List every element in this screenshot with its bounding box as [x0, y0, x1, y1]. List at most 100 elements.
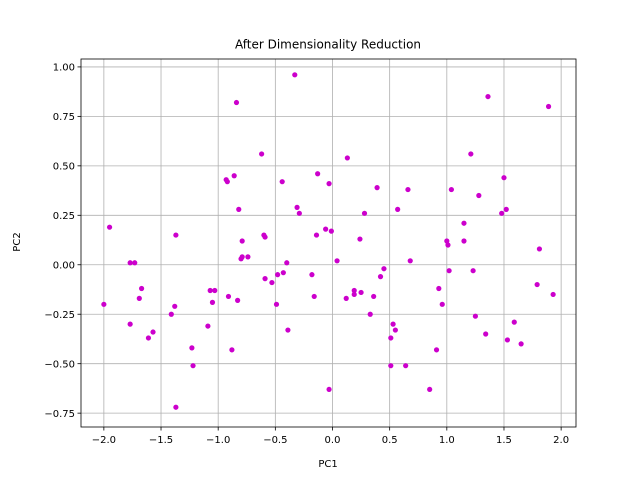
- scatter-point: [235, 297, 241, 303]
- scatter-point: [388, 335, 394, 341]
- scatter-point: [138, 285, 145, 292]
- scatter-point: [207, 287, 213, 294]
- scatter-point: [326, 181, 332, 187]
- scatter-point: [388, 363, 394, 369]
- scatter-point: [225, 293, 232, 300]
- data-points: [101, 72, 556, 410]
- scatter-point: [273, 301, 280, 307]
- y-tick-label: −0.25: [44, 310, 75, 321]
- scatter-point: [445, 242, 451, 248]
- scatter-point: [285, 327, 291, 333]
- scatter-point: [284, 260, 290, 266]
- scatter-point: [269, 279, 275, 286]
- scatter-point: [334, 258, 340, 264]
- scatter-point: [328, 228, 334, 234]
- scatter-point: [550, 291, 556, 298]
- scatter-point: [392, 327, 398, 333]
- scatter-point: [172, 303, 178, 309]
- scatter-point: [259, 151, 265, 157]
- scatter-point: [405, 186, 411, 193]
- scatter-point: [315, 171, 321, 177]
- x-tick-label: −2.0: [92, 435, 116, 446]
- x-tick-label: −0.5: [263, 435, 287, 446]
- scatter-point: [224, 179, 230, 185]
- y-tick-label: 0.50: [53, 161, 75, 172]
- scatter-point: [136, 295, 142, 301]
- scatter-point: [101, 301, 107, 307]
- scatter-point: [476, 192, 482, 199]
- scatter-point: [503, 206, 509, 212]
- scatter-point: [534, 281, 540, 288]
- scatter-point: [150, 329, 156, 335]
- x-tick-label: 1.0: [439, 435, 455, 446]
- scatter-point: [292, 72, 298, 78]
- scatter-point: [461, 238, 467, 244]
- scatter-point: [351, 291, 357, 298]
- y-tick-label: 0.25: [53, 211, 75, 222]
- chart-title: After Dimensionality Reduction: [235, 38, 421, 52]
- scatter-point: [468, 151, 474, 157]
- scatter-point: [236, 206, 242, 212]
- x-axis-ticks: −2.0 −1.5 −1.0 −0.5 0.0 0.5 1.0 1.5 2.0: [92, 427, 569, 446]
- scatter-point: [374, 185, 380, 191]
- scatter-point: [439, 301, 445, 307]
- y-axis-label: PC2: [12, 232, 23, 251]
- scatter-point: [518, 341, 524, 347]
- scatter-point: [279, 179, 285, 185]
- scatter-point: [239, 238, 245, 244]
- y-axis-ticks: −0.75 −0.50 −0.25 0.00 0.25 0.50 0.75 1.00: [44, 63, 81, 420]
- scatter-point: [294, 204, 300, 210]
- x-tick-label: 2.0: [553, 435, 569, 446]
- scatter-point: [381, 266, 387, 272]
- scatter-point: [433, 347, 440, 353]
- scatter-point: [357, 236, 363, 242]
- scatter-point: [229, 347, 235, 353]
- scatter-point: [446, 268, 452, 274]
- scatter-point: [358, 289, 364, 296]
- scatter-point: [427, 386, 433, 393]
- scatter-point: [239, 254, 245, 260]
- scatter-point: [436, 285, 442, 292]
- scatter-point: [501, 175, 507, 181]
- scatter-point: [209, 299, 216, 305]
- scatter-point: [145, 335, 152, 341]
- x-tick-label: 1.5: [496, 435, 512, 446]
- scatter-point: [190, 363, 196, 369]
- scatter-point: [371, 293, 377, 300]
- scatter-point: [189, 345, 195, 351]
- scatter-point: [173, 232, 179, 238]
- scatter-point: [403, 363, 409, 369]
- scatter-point: [212, 287, 218, 294]
- y-tick-label: 0.00: [53, 260, 75, 271]
- axes-frame: [80, 58, 577, 428]
- y-tick-label: −0.75: [44, 409, 75, 420]
- scatter-point: [132, 260, 138, 266]
- grid-lines: [81, 59, 576, 427]
- y-tick-label: 0.75: [53, 112, 75, 123]
- scatter-point: [127, 321, 133, 327]
- scatter-point: [106, 224, 113, 230]
- scatter-point: [296, 210, 302, 216]
- scatter-point: [313, 232, 320, 238]
- scatter-point: [323, 226, 329, 232]
- scatter-point: [168, 311, 174, 317]
- scatter-point: [470, 268, 476, 274]
- scatter-point: [205, 323, 211, 329]
- scatter-point: [245, 254, 251, 260]
- scatter-point: [407, 258, 413, 264]
- scatter-point: [344, 155, 350, 161]
- scatter-point: [231, 173, 237, 179]
- x-tick-label: 0.0: [325, 435, 341, 446]
- scatter-point: [275, 272, 281, 278]
- scatter-point: [262, 276, 268, 282]
- y-tick-label: 1.00: [53, 63, 75, 74]
- scatter-point: [233, 99, 240, 106]
- scatter-point: [127, 260, 133, 266]
- scatter-point: [511, 319, 517, 325]
- scatter-point: [377, 274, 384, 280]
- scatter-point: [499, 210, 505, 216]
- scatter-point: [280, 270, 286, 276]
- scatter-point: [448, 186, 454, 193]
- scatter-point: [311, 293, 317, 300]
